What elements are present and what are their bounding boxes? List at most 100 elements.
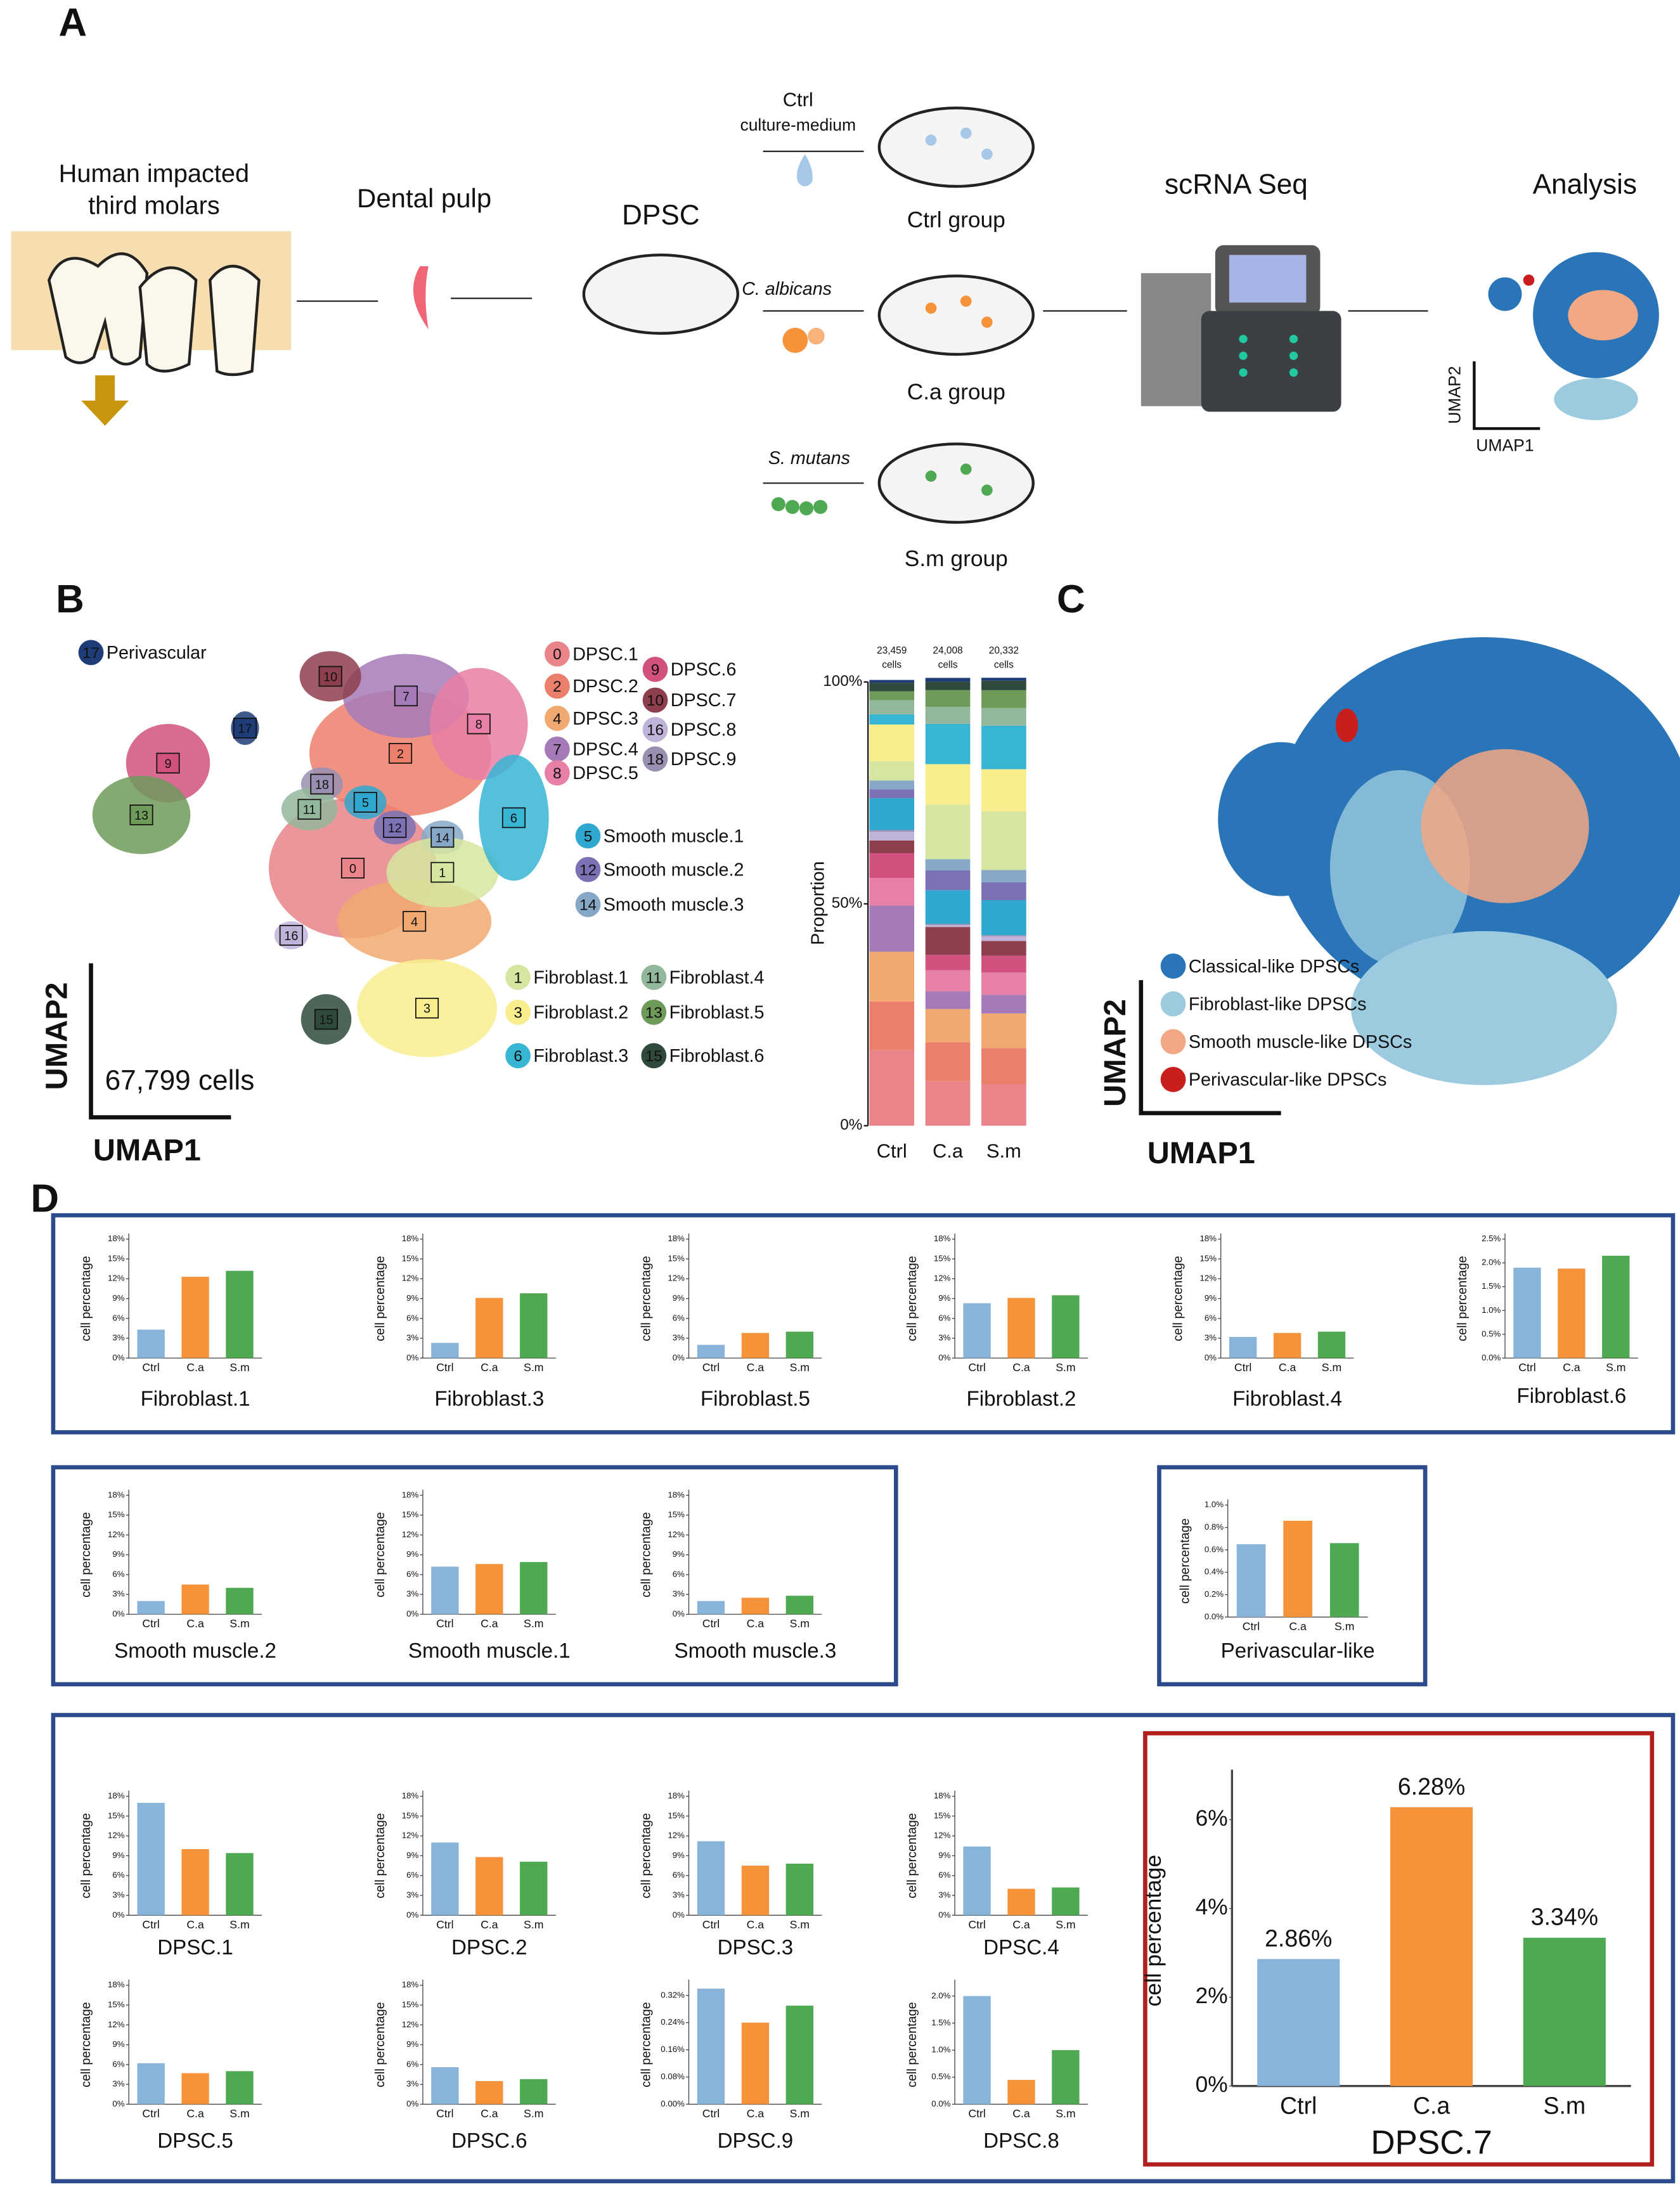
y-tick-label: 15% bbox=[934, 1253, 951, 1263]
x-tick-label: S.m bbox=[229, 1617, 249, 1630]
y-tick-label: 15% bbox=[668, 1810, 685, 1820]
cluster-number: 7 bbox=[403, 690, 410, 704]
y-tick-label: 2% bbox=[1196, 1984, 1228, 2008]
legend-label: Smooth muscle.1 bbox=[604, 826, 744, 846]
stack-segment bbox=[925, 690, 971, 707]
umap-blob bbox=[1554, 378, 1638, 420]
bar bbox=[785, 1331, 814, 1358]
chart-title: DPSC.5 bbox=[157, 2129, 233, 2153]
y-tick-label: 3% bbox=[673, 1589, 685, 1599]
umap-blob bbox=[1335, 708, 1359, 742]
label: cell percentage bbox=[639, 1256, 653, 1341]
chart-title: DPSC.7 bbox=[1371, 2124, 1492, 2161]
axes bbox=[1139, 980, 1281, 1116]
machine bbox=[1201, 311, 1341, 412]
chart-title: DPSC.9 bbox=[718, 2129, 794, 2153]
bar bbox=[741, 1866, 770, 1916]
y-tick-label: 1.5% bbox=[1482, 1281, 1501, 1291]
cluster-tag bbox=[403, 911, 427, 932]
x-tick-label: S.m bbox=[790, 1617, 810, 1630]
x-tick-label: C.a bbox=[481, 2107, 498, 2120]
y-tick-label: 15% bbox=[668, 1510, 685, 1519]
y-tick-label: 2.0% bbox=[1482, 1258, 1501, 1267]
axes bbox=[1473, 361, 1541, 430]
y-tick-label: 18% bbox=[402, 1980, 419, 1989]
y-tick-label: 12% bbox=[668, 1530, 685, 1539]
legend-number: 6 bbox=[514, 1048, 522, 1065]
stack-segment bbox=[981, 936, 1026, 941]
y-tick-label: 9% bbox=[112, 1549, 124, 1559]
bar bbox=[475, 1857, 503, 1916]
bar bbox=[1052, 1295, 1080, 1358]
legend-number: 5 bbox=[584, 828, 593, 845]
stack-segment bbox=[869, 691, 915, 700]
label: DPSC bbox=[622, 200, 700, 231]
y-tick-label: 3% bbox=[673, 1890, 685, 1900]
stack-segment bbox=[981, 972, 1026, 995]
dots bbox=[925, 463, 993, 496]
y-tick-label: 6% bbox=[112, 1313, 124, 1322]
legend-label: Fibroblast.5 bbox=[669, 1003, 765, 1023]
fungus bbox=[782, 328, 808, 353]
y-tick-label: 6% bbox=[406, 1569, 418, 1578]
y-tick-label: 0% bbox=[112, 2099, 124, 2108]
stack-segment bbox=[981, 1083, 1026, 1126]
down-arrow bbox=[81, 375, 129, 426]
label: 67,799 cells bbox=[105, 1065, 255, 1096]
y-tick-label: 2.5% bbox=[1482, 1234, 1501, 1243]
cluster-number: 1 bbox=[439, 867, 446, 881]
y-tick-label: 9% bbox=[673, 1293, 685, 1303]
stack-segment bbox=[925, 678, 971, 682]
legend-marker bbox=[1160, 953, 1186, 979]
y-tick-label: 9% bbox=[112, 2039, 124, 2049]
y-tick-label: 3% bbox=[406, 1890, 418, 1900]
y-tick-label: 6% bbox=[1196, 1806, 1228, 1831]
bar bbox=[697, 1989, 725, 2105]
legend-number: 10 bbox=[647, 692, 664, 709]
x-tick-label: Ctrl bbox=[436, 1361, 453, 1374]
stack-segment bbox=[869, 952, 915, 1002]
tooth bbox=[208, 264, 261, 377]
label: UMAP2 bbox=[40, 982, 74, 1090]
stack-segment bbox=[981, 955, 1026, 973]
x-tick-label: C.a bbox=[1289, 1620, 1307, 1632]
y-tick-label: 0% bbox=[673, 1910, 685, 1919]
y-tick-label: 9% bbox=[406, 2039, 418, 2049]
y-tick-label: 18% bbox=[108, 1490, 125, 1499]
bar bbox=[1052, 2050, 1080, 2105]
x-tick-label: C.a bbox=[1012, 2107, 1030, 2120]
label: cell percentage bbox=[905, 2002, 919, 2087]
x-tick-label: C.a bbox=[1413, 2092, 1451, 2119]
cluster-number: 5 bbox=[362, 796, 369, 810]
bar bbox=[226, 2071, 254, 2105]
bar bbox=[431, 1343, 459, 1358]
y-tick-label: 0.08% bbox=[661, 2072, 685, 2081]
y-tick-label: 18% bbox=[108, 1791, 125, 1800]
x-tick-label: Ctrl bbox=[142, 1361, 159, 1374]
stack-segment bbox=[869, 798, 915, 830]
bar bbox=[137, 1329, 165, 1358]
label: UMAP1 bbox=[1147, 1136, 1255, 1170]
y-tick-label: 2.0% bbox=[931, 1990, 950, 2000]
stack-segment bbox=[981, 811, 1026, 870]
x-tick-label: Ctrl bbox=[968, 1918, 985, 1931]
label: cell percentage bbox=[79, 1512, 93, 1597]
bar bbox=[697, 1345, 725, 1358]
stack-segment bbox=[869, 831, 915, 841]
x-tick-label: C.a bbox=[1012, 1361, 1030, 1374]
legend-number: 7 bbox=[553, 741, 562, 758]
bar bbox=[431, 1566, 459, 1615]
legend-marker bbox=[575, 892, 601, 917]
legend-marker bbox=[642, 716, 668, 742]
stack-segment bbox=[981, 995, 1026, 1014]
cluster-number: 12 bbox=[388, 822, 402, 835]
x-tick-label: C.a bbox=[1279, 1361, 1296, 1374]
label: cell percentage bbox=[1141, 1855, 1166, 2007]
legend-marker bbox=[505, 964, 531, 990]
bar bbox=[431, 2067, 459, 2105]
y-tick-label: 6% bbox=[1205, 1313, 1217, 1322]
cluster-number: 13 bbox=[134, 809, 148, 823]
count-label: 24,008 bbox=[933, 645, 962, 656]
legend-marker bbox=[505, 1043, 531, 1069]
stack-segment bbox=[869, 853, 915, 879]
